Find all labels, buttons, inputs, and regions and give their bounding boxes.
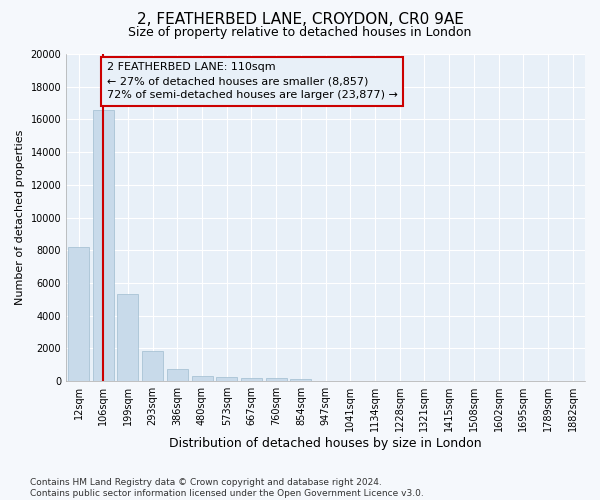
Bar <box>290 379 311 381</box>
Bar <box>241 378 262 381</box>
Bar <box>93 110 114 381</box>
Bar <box>266 378 287 381</box>
Text: 2 FEATHERBED LANE: 110sqm
← 27% of detached houses are smaller (8,857)
72% of se: 2 FEATHERBED LANE: 110sqm ← 27% of detac… <box>107 62 398 100</box>
Bar <box>68 247 89 381</box>
X-axis label: Distribution of detached houses by size in London: Distribution of detached houses by size … <box>169 437 482 450</box>
Bar <box>216 377 237 381</box>
Bar <box>142 351 163 381</box>
Bar <box>191 376 212 381</box>
Bar <box>167 369 188 381</box>
Y-axis label: Number of detached properties: Number of detached properties <box>15 130 25 305</box>
Text: Contains HM Land Registry data © Crown copyright and database right 2024.
Contai: Contains HM Land Registry data © Crown c… <box>30 478 424 498</box>
Bar <box>118 294 139 381</box>
Text: 2, FEATHERBED LANE, CROYDON, CR0 9AE: 2, FEATHERBED LANE, CROYDON, CR0 9AE <box>137 12 463 28</box>
Text: Size of property relative to detached houses in London: Size of property relative to detached ho… <box>128 26 472 39</box>
